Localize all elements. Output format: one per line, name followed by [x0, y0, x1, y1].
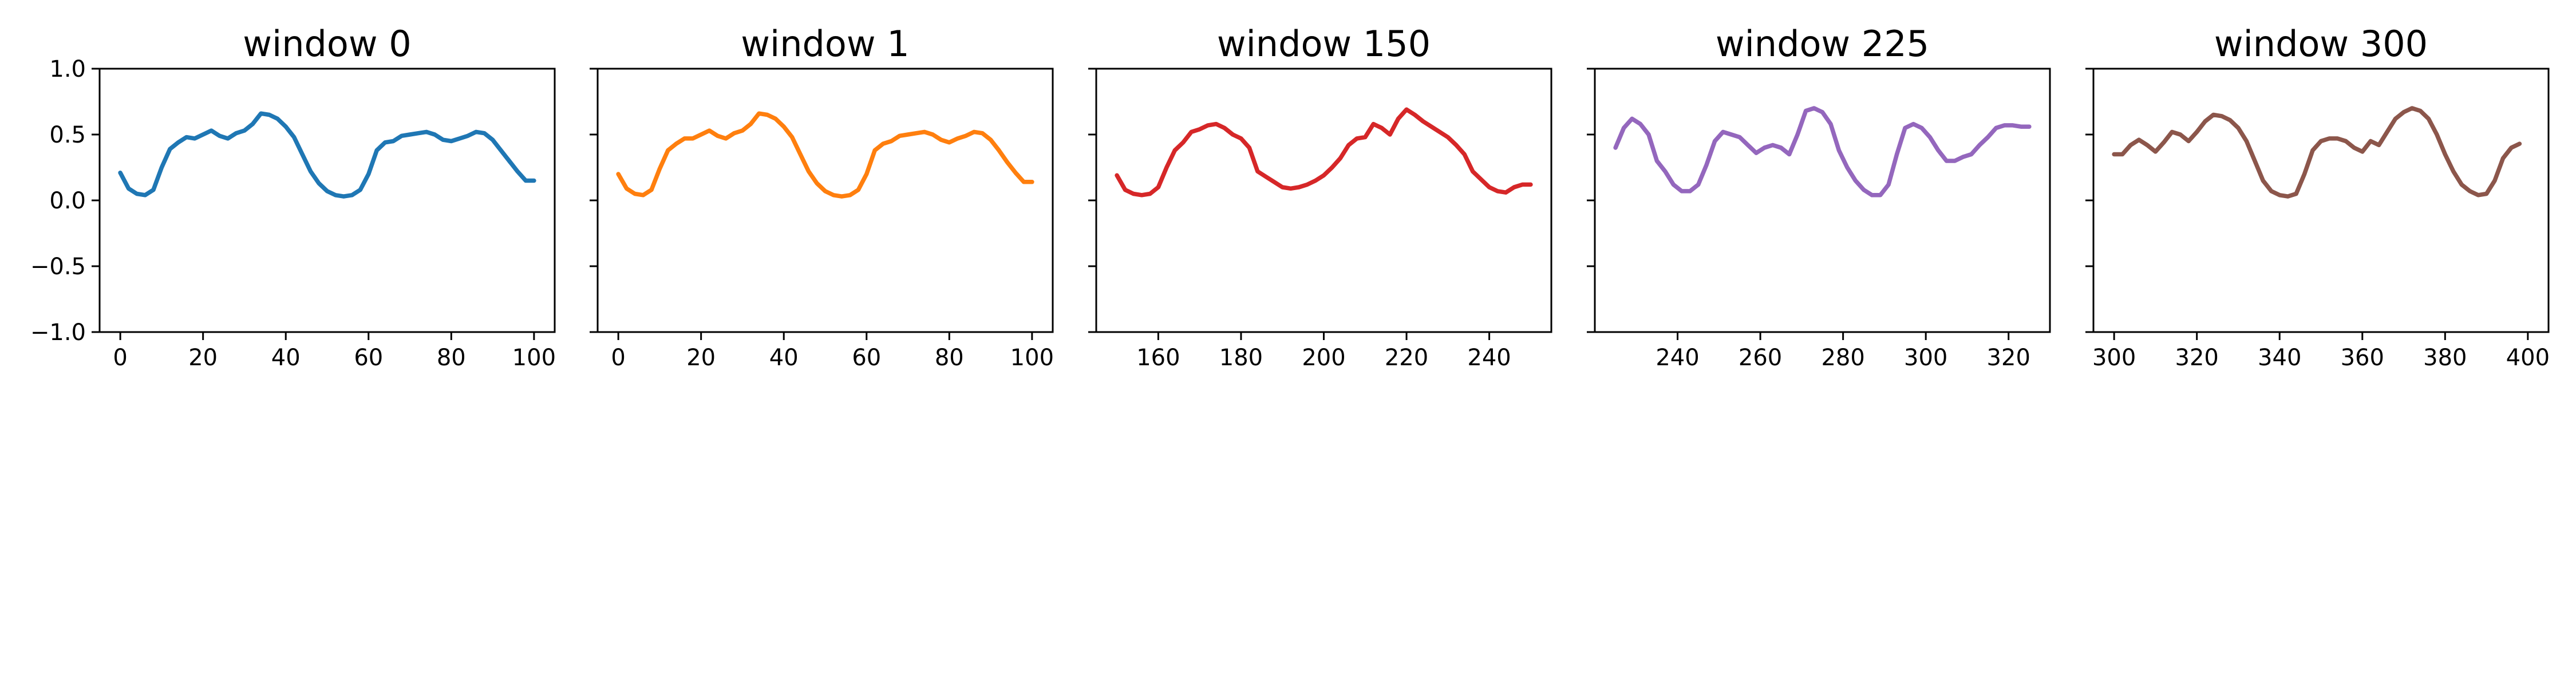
x-tick-label: 380: [2423, 345, 2467, 371]
x-tick-label: 180: [1219, 345, 1263, 371]
x-tick-label: 100: [512, 345, 556, 371]
x-tick-label: 40: [271, 345, 301, 371]
x-tick-label: 220: [1385, 345, 1428, 371]
x-tick-label: 20: [188, 345, 218, 371]
chart-title: window 225: [1716, 23, 1929, 65]
panel-1: window 1 0 20 40 60 80 100: [590, 23, 1054, 371]
series-line: [2112, 106, 2522, 199]
x-tick-label: 240: [1467, 345, 1511, 371]
x-tick-label: 60: [354, 345, 383, 371]
panel-4: window 300 300 320 340 360 380 400: [2085, 23, 2550, 371]
x-tick-label: 200: [1302, 345, 1345, 371]
panel-2: window 150 160 180 200 220 240: [1088, 23, 1552, 371]
x-tick-label: 320: [2175, 345, 2219, 371]
x-tick-label: 0: [113, 345, 127, 371]
series-line: [616, 111, 1034, 199]
x-tick-label: 160: [1136, 345, 1180, 371]
x-tick-label: 80: [437, 345, 466, 371]
x-tick-label: 80: [935, 345, 964, 371]
axes-frame: [1594, 68, 2051, 333]
x-tick-label: 240: [1656, 345, 1699, 371]
chart-title: window 1: [741, 23, 909, 65]
x-tick-label: 300: [1904, 345, 1947, 371]
x-tick-label: 360: [2341, 345, 2384, 371]
chart-title: window 300: [2214, 23, 2428, 65]
axes-frame: [98, 68, 556, 333]
y-tick-label: 1.0: [49, 56, 86, 82]
y-tick-label: −0.5: [30, 254, 86, 280]
x-tick-label: 20: [686, 345, 716, 371]
chart-title: window 0: [243, 23, 411, 65]
y-tick-label: −1.0: [30, 319, 86, 346]
x-tick-label: 60: [852, 345, 881, 371]
x-tick-label: 400: [2506, 345, 2550, 371]
x-tick-label: 100: [1010, 345, 1054, 371]
panel-0: window 0 0 20 40 60 80 100 −1.0 −0.5 0.0 0.5 1.0: [30, 23, 556, 371]
panel-3: window 225 240 260 280 300 320: [1587, 23, 2051, 371]
axes-frame: [1095, 68, 1552, 333]
series-line: [1613, 106, 2032, 198]
series-line: [1115, 107, 1533, 198]
x-tick-label: 260: [1739, 345, 1782, 371]
axes-frame: [596, 68, 1054, 333]
x-tick-label: 300: [2092, 345, 2136, 371]
x-tick-label: 340: [2258, 345, 2301, 371]
y-tick-label: 0.5: [49, 122, 86, 148]
series-line: [118, 111, 536, 199]
x-tick-label: 0: [611, 345, 625, 371]
x-tick-label: 320: [1987, 345, 2030, 371]
axes-frame: [2092, 68, 2550, 333]
chart-title: window 150: [1217, 23, 1431, 65]
y-tick-label: 0.0: [49, 188, 86, 214]
x-tick-label: 280: [1821, 345, 1864, 371]
x-tick-label: 40: [769, 345, 799, 371]
